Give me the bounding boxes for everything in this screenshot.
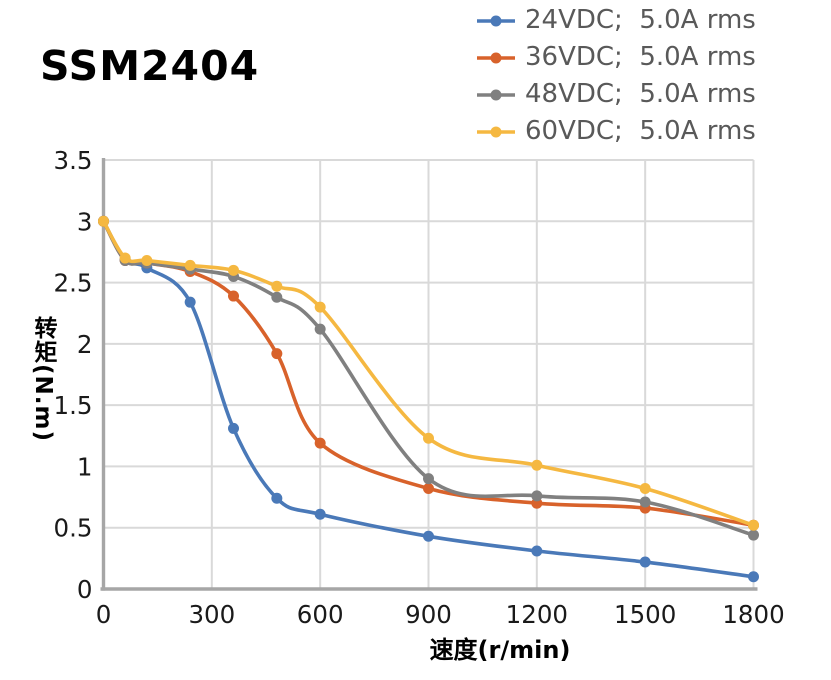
x-axis-label: 速度(r/min) [429,636,571,664]
y-tick-label: 2 [77,330,93,359]
legend-item-24vdc: 24VDC; 5.0A rms [476,1,756,38]
data-point-60vdc [228,264,239,276]
data-point-24vdc [271,492,283,504]
data-point-24vdc [423,530,434,542]
x-tick-label: 600 [297,600,344,629]
legend-label-60vdc: 60VDC; 5.0A rms [525,115,756,146]
x-tick-label: 1500 [614,600,676,629]
legend-label-36vdc: 36VDC; 5.0A rms [525,41,756,72]
data-point-60vdc [639,482,651,494]
legend-marker-36vdc [477,52,515,63]
data-point-60vdc [531,459,543,471]
legend-label-24vdc: 24VDC; 5.0A rms [525,4,756,35]
legend-label-48vdc: 48VDC; 5.0A rms [525,78,756,109]
data-point-60vdc [184,259,196,271]
x-tick-label: 1800 [722,600,784,629]
data-point-48vdc [423,473,434,485]
data-point-24vdc [184,296,196,308]
x-tick-label: 900 [405,600,452,629]
data-point-48vdc [748,529,759,541]
x-tick-label: 300 [188,600,235,629]
data-point-48vdc [639,496,651,508]
legend-item-48vdc: 48VDC; 5.0A rms [476,75,756,112]
data-point-48vdc [531,490,543,502]
data-point-60vdc [271,280,283,292]
data-point-60vdc [141,255,153,267]
data-point-36vdc [228,290,239,302]
data-point-60vdc [98,215,109,227]
y-tick-label: 3.5 [54,146,93,175]
data-point-60vdc [748,519,759,531]
data-point-36vdc [271,348,283,360]
data-point-24vdc [531,545,543,557]
legend-marker-48vdc [477,89,515,100]
data-point-24vdc [748,571,759,583]
data-point-48vdc [271,291,283,303]
legend-marker-60vdc [477,126,515,137]
data-point-24vdc [639,556,651,568]
y-tick-label: 1.5 [54,391,93,420]
y-tick-label: 0 [77,575,93,604]
data-point-24vdc [314,508,326,520]
y-tick-label: 0.5 [54,514,93,543]
x-tick-label: 1200 [506,600,568,629]
data-point-36vdc [423,482,434,494]
data-point-48vdc [314,323,326,335]
legend-marker-24vdc [477,15,515,26]
data-point-36vdc [314,437,326,449]
y-tick-label: 2.5 [54,269,93,298]
y-axis-label: 转矩(N.m) [30,316,56,442]
data-point-24vdc [228,422,239,434]
data-point-60vdc [119,252,131,264]
y-tick-label: 1 [77,452,93,481]
data-point-60vdc [423,432,434,444]
legend-item-36vdc: 36VDC; 5.0A rms [476,38,756,75]
x-tick-label: 0 [96,600,112,629]
y-tick-label: 3 [77,207,93,236]
data-point-60vdc [314,301,326,313]
chart-title: SSM2404 [40,42,260,90]
legend: 24VDC; 5.0A rms 36VDC; 5.0A rms 48VDC; 5.0… [476,1,756,149]
legend-item-60vdc: 60VDC; 5.0A rms [476,112,756,149]
